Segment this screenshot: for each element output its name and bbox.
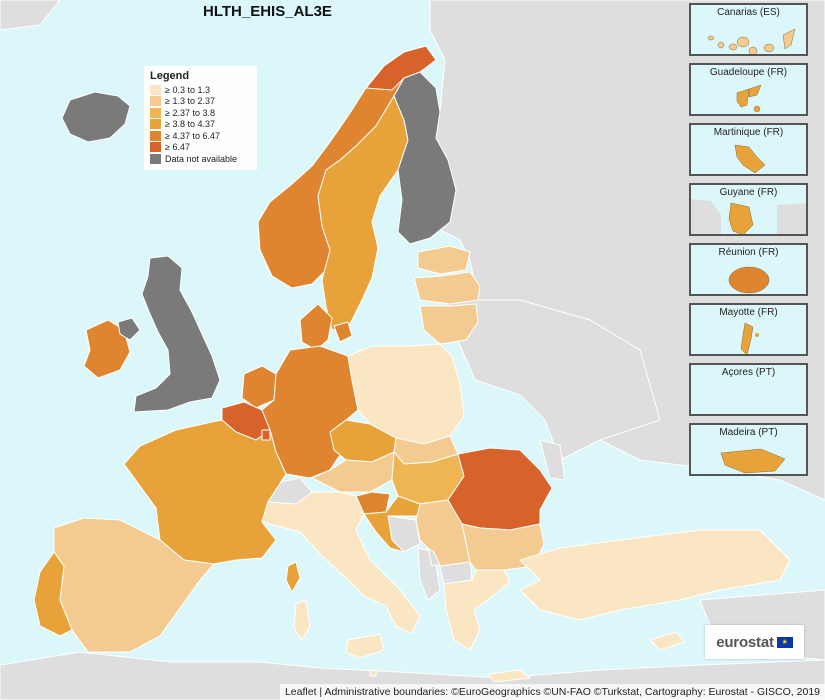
region-finland bbox=[393, 71, 457, 245]
region-denmark bbox=[299, 303, 333, 351]
region-serbia bbox=[415, 499, 471, 567]
inset-label: Martinique (FR) bbox=[713, 127, 784, 138]
region-greece bbox=[443, 569, 511, 651]
region-norway-north bbox=[365, 45, 437, 91]
region-netherlands bbox=[241, 365, 277, 409]
inset-map bbox=[720, 448, 786, 474]
legend-title: Legend bbox=[150, 70, 190, 82]
legend-swatch bbox=[150, 130, 161, 141]
legend-swatch bbox=[150, 142, 161, 153]
region-cyprus bbox=[649, 631, 685, 651]
region-corsica bbox=[285, 561, 301, 594]
legend-label: ≥ 3.8 to 4.37 bbox=[165, 119, 215, 130]
region-moldova bbox=[539, 439, 566, 481]
map-title: HLTH_EHIS_AL3E bbox=[203, 3, 332, 20]
legend: Legend ≥ 0.3 to 1.3 ≥ 1.3 to 2.37 ≥ 2.37… bbox=[144, 66, 257, 170]
inset-martinique[interactable]: Martinique (FR) bbox=[689, 123, 808, 176]
region-crete bbox=[487, 669, 532, 683]
legend-label: ≥ 6.47 bbox=[165, 142, 190, 153]
legend-label: ≥ 0.3 to 1.3 bbox=[165, 84, 210, 95]
inset-label: Mayotte (FR) bbox=[719, 307, 778, 318]
inset-canarias[interactable]: Canarias (ES) bbox=[689, 3, 808, 56]
region-greenland-corner bbox=[0, 0, 61, 31]
region-sicily bbox=[345, 633, 385, 659]
inset-acores[interactable]: Açores (PT) bbox=[689, 363, 808, 416]
inset-map bbox=[691, 199, 806, 234]
region-croatia bbox=[363, 495, 421, 554]
legend-item: ≥ 3.8 to 4.37 bbox=[150, 119, 252, 131]
inset-label: Guadeloupe (FR) bbox=[709, 67, 788, 78]
inset-label: Guyane (FR) bbox=[719, 187, 778, 198]
inset-map bbox=[707, 28, 796, 54]
region-uk bbox=[133, 255, 221, 413]
inset-map bbox=[734, 144, 766, 174]
inset-madeira[interactable]: Madeira (PT) bbox=[689, 423, 808, 476]
inset-reunion[interactable]: Réunion (FR) bbox=[689, 243, 808, 296]
region-sardinia bbox=[293, 599, 311, 641]
legend-swatch bbox=[150, 84, 161, 95]
region-lithuania bbox=[419, 303, 479, 345]
inset-guyane[interactable]: Guyane (FR) bbox=[689, 183, 808, 236]
inset-label: Madeira (PT) bbox=[719, 427, 778, 438]
region-luxembourg bbox=[261, 429, 271, 441]
legend-swatch bbox=[150, 153, 161, 164]
legend-item: ≥ 0.3 to 1.3 bbox=[150, 84, 252, 96]
region-belarus-ukraine bbox=[444, 299, 661, 461]
countries bbox=[33, 45, 791, 683]
logo-text: eurostat bbox=[716, 633, 774, 651]
eu-flag-icon: ★ bbox=[776, 636, 793, 648]
region-northern-ireland bbox=[117, 317, 141, 341]
legend-item: ≥ 2.37 to 3.8 bbox=[150, 107, 252, 119]
region-france bbox=[123, 419, 287, 565]
inset-label: Açores (PT) bbox=[721, 367, 776, 378]
region-poland bbox=[347, 343, 465, 445]
inset-map bbox=[728, 266, 770, 294]
legend-label: Data not available bbox=[165, 153, 238, 164]
region-iceland bbox=[61, 91, 131, 143]
legend-item: Data not available bbox=[150, 153, 252, 165]
eurostat-logo: eurostat ★ bbox=[705, 625, 804, 659]
attribution: Leaflet | Administrative boundaries: ©Eu… bbox=[279, 684, 825, 700]
inset-guadeloupe[interactable]: Guadeloupe (FR) bbox=[689, 63, 808, 116]
inset-map bbox=[736, 84, 762, 113]
inset-label: Réunion (FR) bbox=[718, 247, 779, 258]
legend-label: ≥ 1.3 to 2.37 bbox=[165, 96, 215, 107]
region-portugal bbox=[33, 551, 73, 637]
inset-panel: Canarias (ES) Guadeloupe (FR) Martinique… bbox=[689, 3, 810, 483]
region-turkey bbox=[519, 529, 791, 621]
region-denmark-islands bbox=[333, 321, 353, 343]
region-latvia bbox=[413, 271, 481, 305]
legend-label: ≥ 4.37 to 6.47 bbox=[165, 130, 220, 141]
inset-map bbox=[740, 322, 759, 354]
inset-label: Canarias (ES) bbox=[717, 7, 780, 18]
region-ireland bbox=[83, 319, 131, 379]
region-italy bbox=[261, 491, 421, 635]
legend-swatch bbox=[150, 107, 161, 118]
region-estonia bbox=[417, 245, 471, 275]
legend-label: ≥ 2.37 to 3.8 bbox=[165, 107, 215, 118]
legend-swatch bbox=[150, 119, 161, 130]
inset-mayotte[interactable]: Mayotte (FR) bbox=[689, 303, 808, 356]
legend-item: ≥ 6.47 bbox=[150, 142, 252, 154]
legend-item: ≥ 1.3 to 2.37 bbox=[150, 96, 252, 108]
legend-item: ≥ 4.37 to 6.47 bbox=[150, 130, 252, 142]
legend-swatch bbox=[150, 96, 161, 107]
region-malta bbox=[369, 669, 377, 677]
